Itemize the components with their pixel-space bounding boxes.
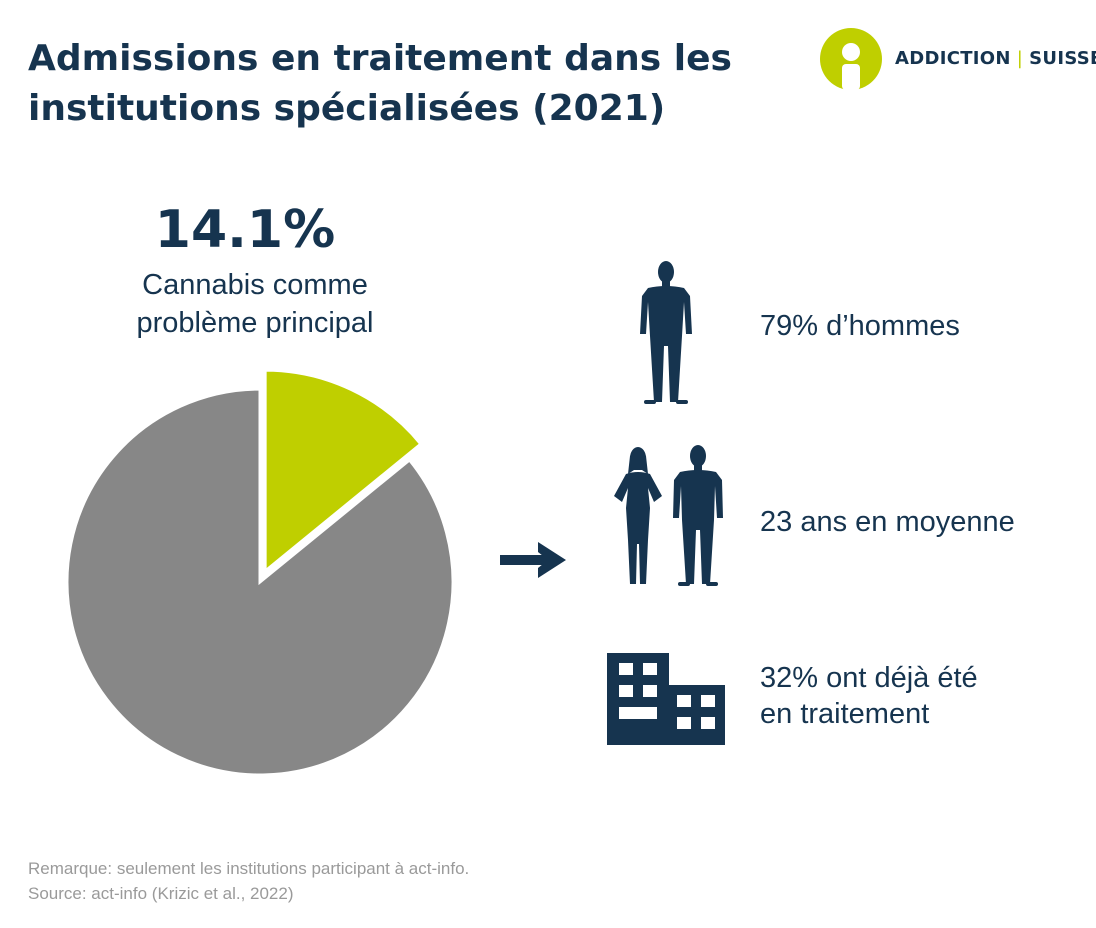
caption-line-1: Cannabis comme [142, 269, 368, 301]
stat-previous-treatment-line-1: 32% ont déjà été [760, 662, 978, 694]
logo-text-left: ADDICTION [895, 48, 1011, 69]
footer: Remarque: seulement les institutions par… [28, 856, 469, 906]
logo-text-right: SUISSE [1029, 48, 1096, 69]
man-silhouette-icon [640, 261, 692, 404]
title-line-1: Admissions en traitement dans les [28, 38, 732, 79]
pie-slice-1 [65, 387, 455, 777]
stat-average-age-text: 23 ans en moyenne [760, 506, 1015, 538]
footer-source: Source: act-info (Krizic et al., 2022) [28, 884, 294, 903]
logo-mark-icon [820, 28, 882, 90]
building-icon [607, 653, 725, 745]
pie-chart [65, 368, 455, 777]
logo-separator: | [1016, 48, 1024, 69]
stat-previous-treatment: 32% ont déjà été en traitement [760, 660, 1080, 732]
arrow-right-icon [500, 542, 566, 578]
stat-average-age: 23 ans en moyenne [760, 504, 1080, 540]
title-line-2: institutions spécialisées (2021) [28, 88, 666, 129]
couple-silhouette-icon [614, 445, 723, 586]
page-title: Admissions en traitement dans les instit… [28, 34, 788, 134]
footer-note: Remarque: seulement les institutions par… [28, 859, 470, 878]
logo-wordmark: ADDICTION | SUISSE [895, 48, 1096, 69]
stat-men: 79% d’hommes [760, 308, 1080, 344]
cannabis-caption: Cannabis comme problème principal [95, 266, 415, 342]
stat-men-text: 79% d’hommes [760, 310, 960, 342]
caption-line-2: problème principal [136, 307, 374, 339]
pie-slice-0 [263, 368, 423, 575]
stat-previous-treatment-line-2: en traitement [760, 698, 930, 730]
cannabis-percent: 14.1% [154, 200, 336, 260]
addiction-suisse-logo: ADDICTION | SUISSE [820, 28, 1096, 90]
